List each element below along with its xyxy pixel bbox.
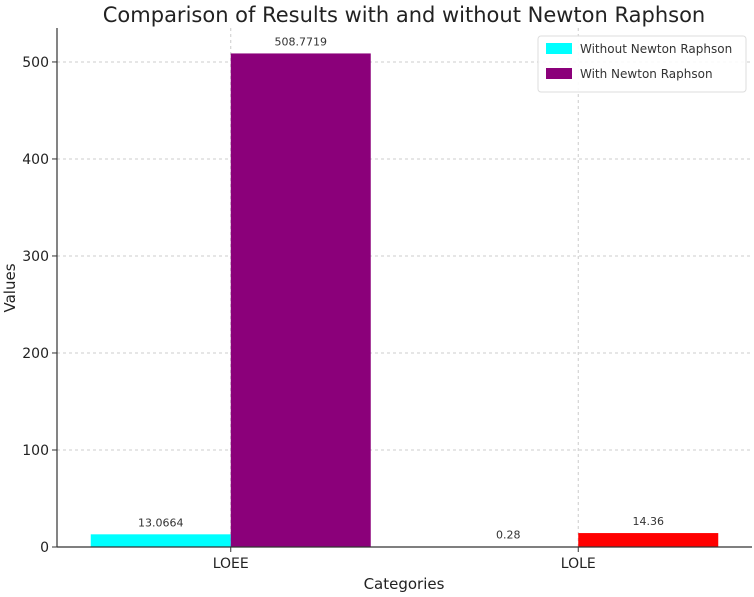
data-label: 14.36 — [633, 515, 665, 528]
y-tick-layer: 0 100 200 300 400 500 — [22, 55, 57, 556]
bar-layer — [90, 53, 719, 548]
legend: Without Newton Raphson With Newton Raphs… — [537, 35, 747, 93]
bar-loee-series-1 — [230, 53, 371, 548]
data-label: 0.28 — [496, 529, 521, 542]
y-axis-title: Values — [1, 263, 19, 312]
data-label: 13.0664 — [138, 516, 184, 529]
legend-box — [537, 35, 747, 93]
legend-label-with: With Newton Raphson — [580, 67, 713, 81]
x-tick-label: LOEE — [213, 556, 249, 572]
legend-swatch-with — [546, 68, 572, 79]
x-tick-layer: LOEE LOLE — [213, 547, 596, 572]
y-tick-label: 0 — [40, 540, 49, 556]
y-tick-label: 400 — [22, 152, 49, 168]
data-label-layer: 13.0664 508.7719 0.28 14.36 — [138, 35, 664, 541]
x-axis-title: Categories — [364, 575, 445, 593]
y-tick-label: 200 — [22, 346, 49, 362]
legend-swatch-without — [546, 43, 572, 54]
y-tick-label: 500 — [22, 55, 49, 71]
chart-title: Comparison of Results with and without N… — [103, 3, 705, 27]
grid-layer — [57, 28, 752, 548]
bar-loee-series-0 — [90, 534, 231, 547]
data-label: 508.7719 — [275, 35, 328, 48]
y-tick-label: 300 — [22, 249, 49, 265]
x-tick-label: LOLE — [561, 556, 596, 572]
bar-lole-series-1 — [578, 533, 719, 547]
axis-layer — [56, 28, 752, 548]
legend-label-without: Without Newton Raphson — [580, 42, 732, 56]
y-tick-label: 100 — [22, 443, 49, 459]
